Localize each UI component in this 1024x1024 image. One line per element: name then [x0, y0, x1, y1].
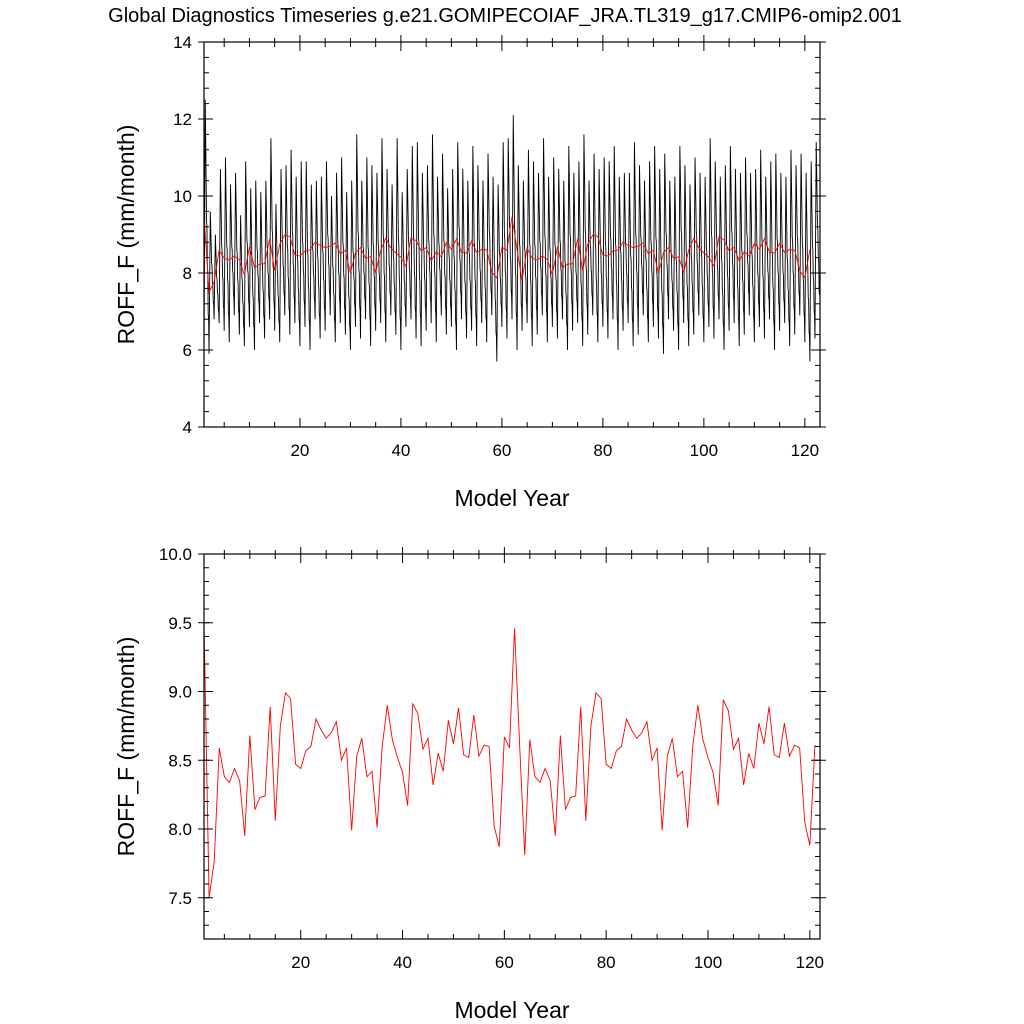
y-tick-label: 10.0	[159, 545, 192, 564]
y-tick-label: 10	[173, 187, 192, 206]
x-tick-label: 20	[291, 953, 310, 972]
x-tick-label: 120	[796, 953, 824, 972]
x-tick-label: 100	[690, 441, 718, 460]
y-tick-label: 8	[183, 264, 192, 283]
y-tick-label: 8.0	[168, 820, 192, 839]
x-tick-label: 40	[391, 441, 410, 460]
y-tick-label: 9.0	[168, 683, 192, 702]
plot-frame	[203, 41, 821, 428]
monthly-series-line	[204, 99, 820, 362]
annual-series-line	[204, 622, 816, 898]
x-tick-label: 80	[597, 953, 616, 972]
x-tick-label: 60	[495, 953, 514, 972]
x-tick-label: 40	[393, 953, 412, 972]
y-tick-label: 8.5	[168, 751, 192, 770]
x-tick-label: 80	[593, 441, 612, 460]
bottom-panel: 20 40 60 80 100 120 7.5 8.0 8.5 9.0 9.5 10.0 Model Y…	[113, 545, 826, 1023]
y-tick-label: 4	[183, 418, 192, 437]
x-tick-label: 60	[492, 441, 511, 460]
annual-series-line	[204, 215, 811, 294]
y-tick-label: 7.5	[168, 889, 192, 908]
y-tick-label: 6	[183, 341, 192, 360]
x-tick-label: 20	[290, 441, 309, 460]
y-axis-title: ROFF_F (mm/month)	[113, 637, 139, 857]
figure-title: Global Diagnostics Timeseries g.e21.GOMI…	[108, 5, 902, 27]
x-axis-title: Model Year	[454, 997, 569, 1023]
x-tick-label: 100	[694, 953, 722, 972]
x-axis-title: Model Year	[454, 485, 569, 511]
x-tick-label: 120	[791, 441, 819, 460]
y-tick-label: 9.5	[168, 614, 192, 633]
y-tick-label: 14	[173, 33, 192, 52]
y-tick-label: 12	[173, 110, 192, 129]
y-axis-title: ROFF_F (mm/month)	[113, 125, 139, 345]
top-panel: 20 40 60 80 100 120 4 6 8 10 12 14 Model Year ROFF_F …	[113, 33, 826, 511]
